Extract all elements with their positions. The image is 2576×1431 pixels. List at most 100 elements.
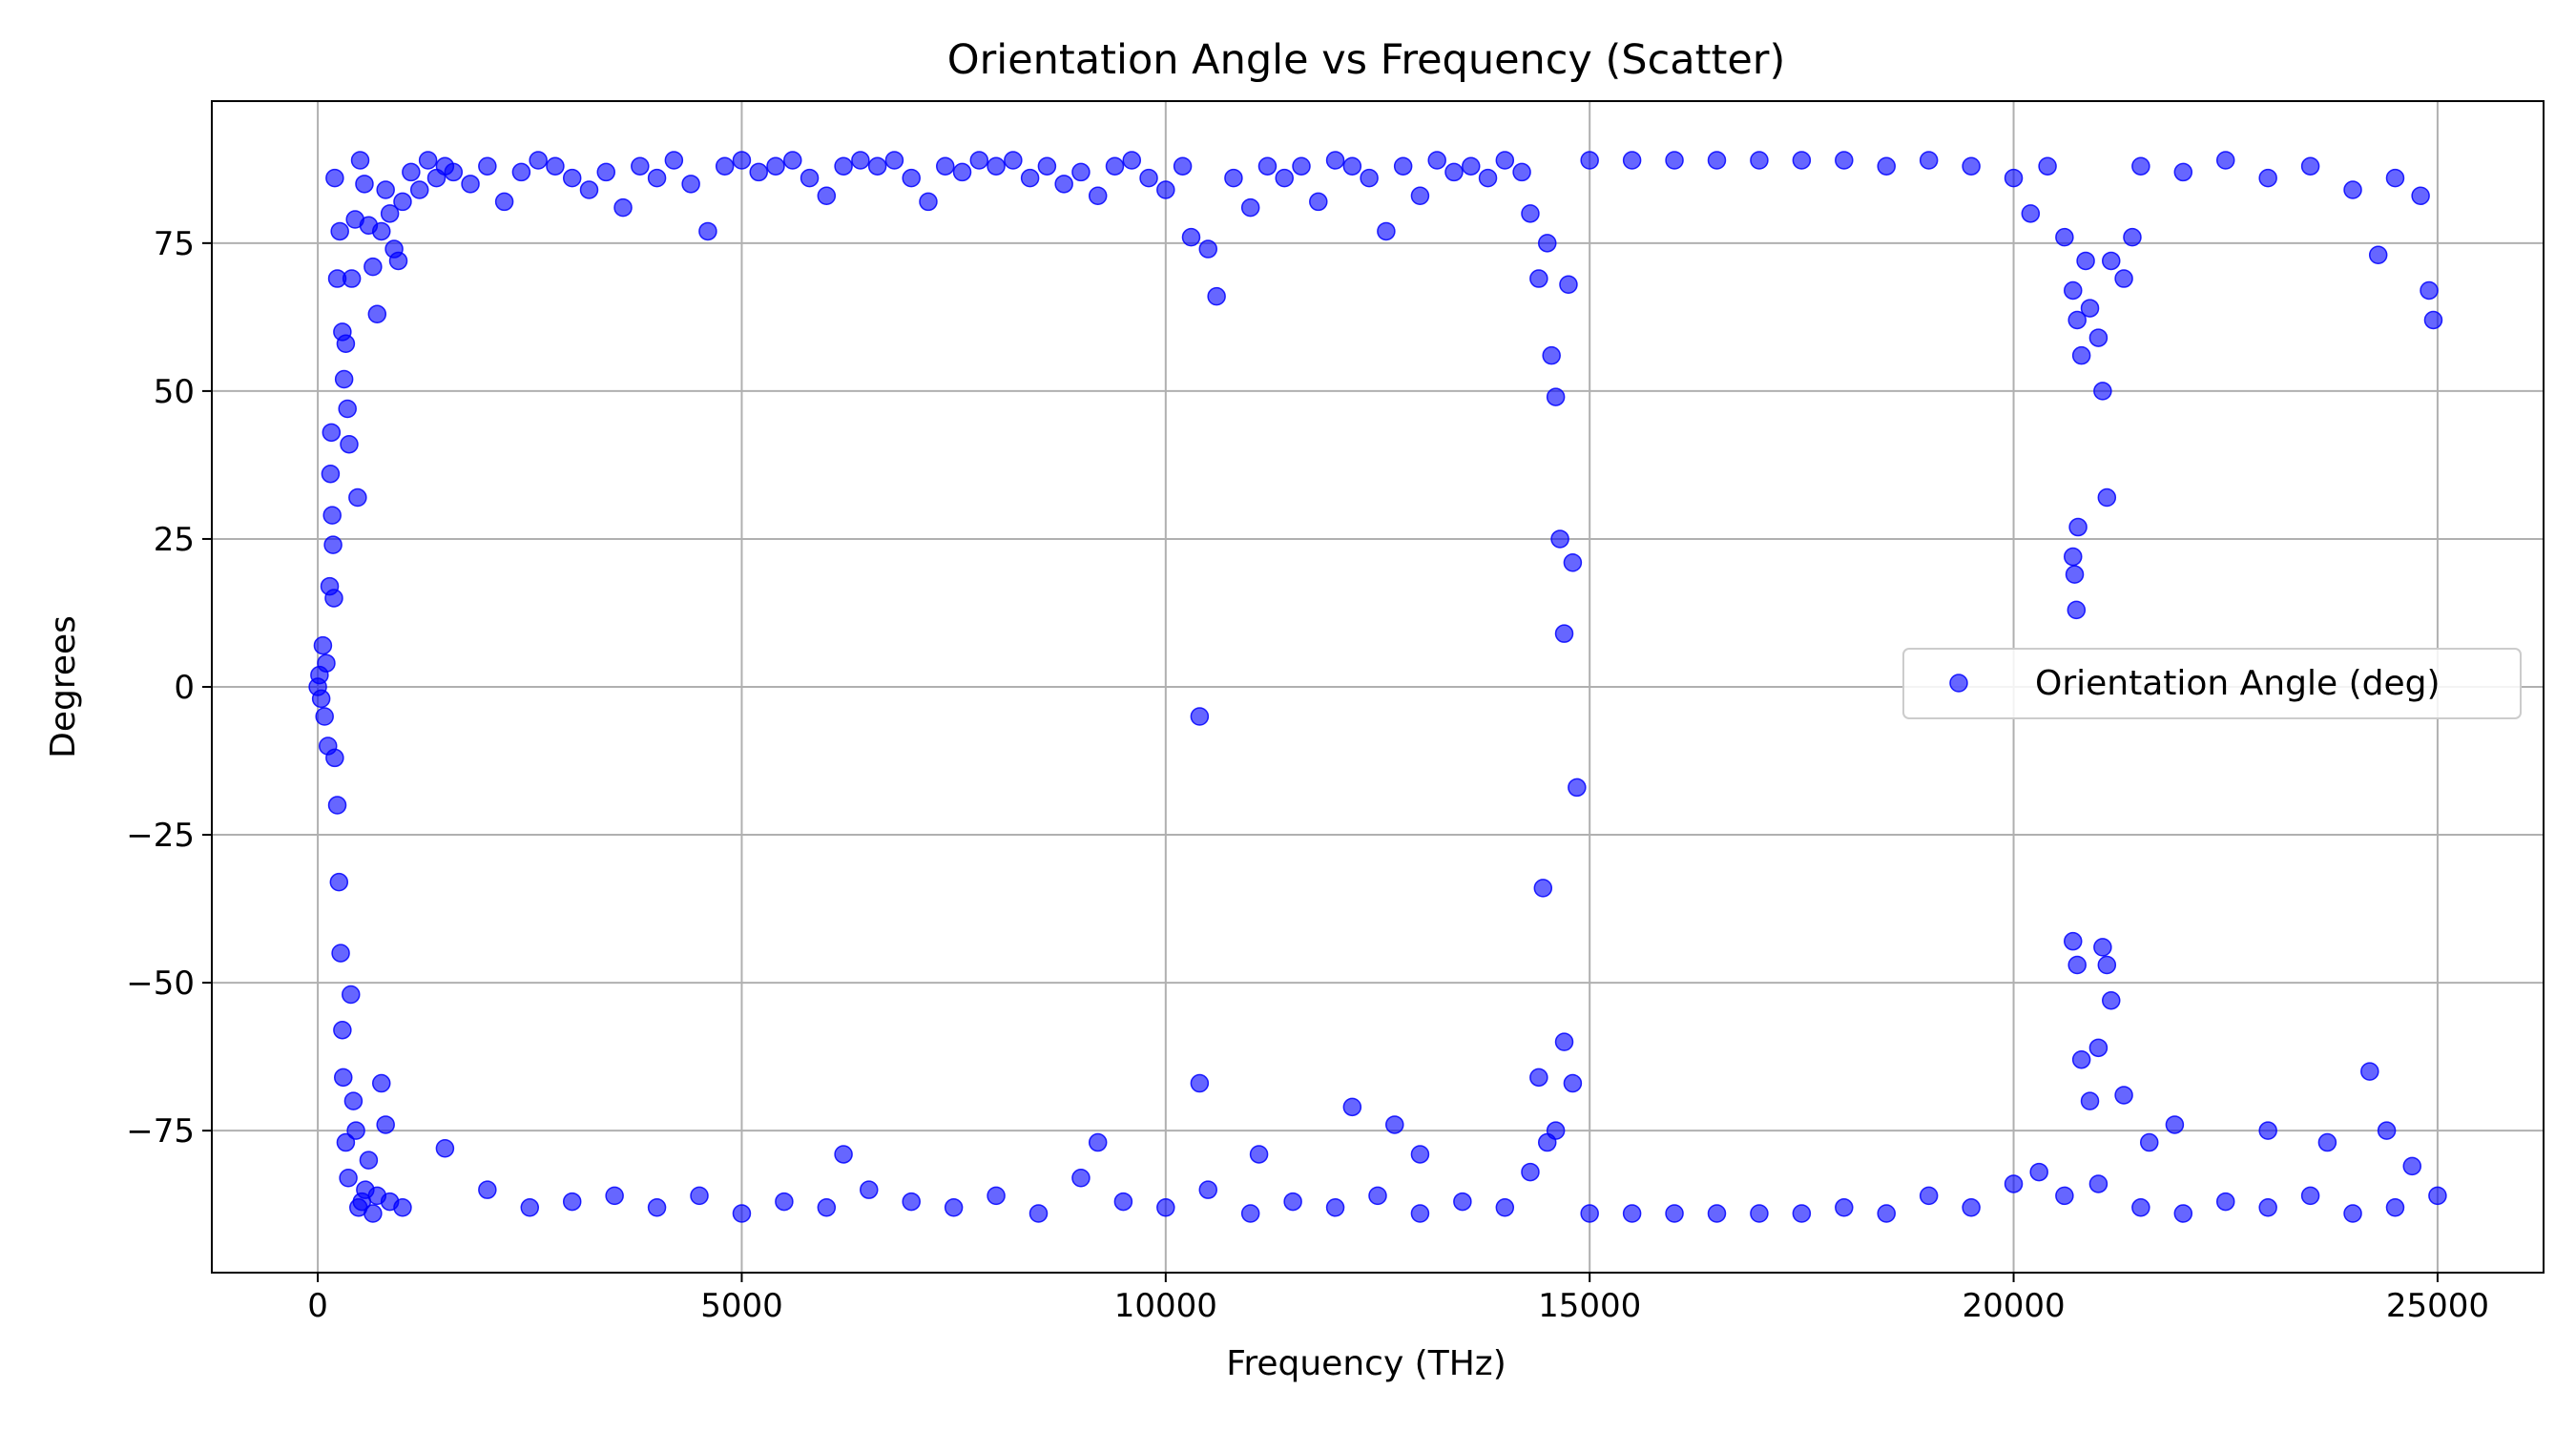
data-point — [2101, 990, 2121, 1010]
data-point — [2088, 1038, 2109, 1058]
data-point — [817, 186, 837, 205]
data-point — [371, 221, 391, 241]
data-point — [2123, 227, 2142, 247]
x-axis-label: Frequency (THz) — [1226, 1344, 1506, 1383]
data-point — [380, 204, 400, 223]
data-point — [2064, 280, 2083, 301]
data-point — [860, 1180, 879, 1199]
x-tick-label: 15000 — [1538, 1287, 1641, 1325]
data-point — [1156, 180, 1175, 199]
data-point — [2215, 151, 2235, 170]
data-point — [2088, 1174, 2109, 1193]
x-axis-ticks: 0 5000 10000 15000 20000 25000 — [307, 1273, 2489, 1325]
data-point — [520, 1198, 540, 1217]
data-point — [435, 1139, 455, 1158]
data-point — [511, 162, 531, 182]
data-point — [350, 151, 370, 170]
data-point — [1665, 1204, 1684, 1223]
data-point — [2097, 955, 2117, 975]
data-point — [334, 1068, 353, 1088]
data-point — [313, 635, 333, 655]
data-point — [1410, 1145, 1430, 1164]
data-point — [478, 1180, 497, 1199]
y-tick-label: 50 — [154, 373, 195, 411]
data-point — [1342, 1097, 1362, 1117]
data-point — [1122, 151, 1142, 170]
data-point — [2076, 251, 2095, 271]
data-point — [596, 162, 616, 182]
data-point — [1198, 239, 1218, 259]
data-point — [388, 251, 408, 271]
data-point — [376, 180, 395, 199]
data-point — [2021, 204, 2041, 223]
data-point — [1453, 1192, 1472, 1212]
data-point — [2080, 299, 2100, 318]
data-point — [1919, 151, 1939, 170]
data-point — [902, 168, 921, 188]
x-tick-label: 20000 — [1962, 1287, 2065, 1325]
data-point — [1521, 204, 1540, 223]
y-tick-label: −75 — [126, 1112, 195, 1151]
data-point — [919, 192, 938, 212]
data-point — [851, 151, 870, 170]
data-point — [1707, 1204, 1727, 1223]
data-point — [1580, 151, 1599, 170]
data-point — [952, 162, 972, 182]
data-point — [2064, 931, 2083, 951]
data-point — [1292, 156, 1311, 176]
data-point — [2004, 168, 2024, 188]
data-point — [732, 1204, 752, 1223]
data-point — [2101, 251, 2121, 271]
data-point — [330, 221, 349, 241]
data-point — [1325, 1198, 1345, 1217]
data-point — [329, 872, 349, 892]
data-point — [546, 156, 565, 176]
data-point — [2029, 1162, 2048, 1182]
data-point — [1478, 168, 1498, 188]
y-tick-label: −50 — [126, 964, 195, 1003]
data-point — [478, 156, 497, 176]
data-point — [1190, 707, 1210, 726]
data-point — [2097, 487, 2117, 508]
data-point — [336, 1132, 356, 1152]
data-point — [1962, 1198, 1981, 1217]
data-point — [1622, 1204, 1642, 1223]
y-tick-label: 0 — [174, 669, 195, 707]
data-point — [1240, 1204, 1260, 1223]
data-point — [1546, 387, 1566, 406]
data-point — [1113, 1192, 1133, 1212]
data-point — [1325, 151, 1345, 170]
data-point — [1088, 186, 1108, 205]
data-point — [2258, 168, 2277, 188]
data-point — [1554, 1032, 1574, 1051]
data-point — [987, 156, 1006, 176]
data-point — [1088, 1132, 1108, 1152]
data-point — [393, 1198, 412, 1217]
data-point — [2215, 1192, 2235, 1212]
data-point — [1173, 156, 1193, 176]
data-point — [783, 151, 802, 170]
data-point — [2065, 565, 2085, 584]
data-point — [1665, 151, 1684, 170]
data-point — [2055, 227, 2074, 247]
data-point — [2093, 938, 2112, 957]
data-point — [2360, 1062, 2379, 1081]
data-point — [325, 168, 344, 188]
data-point — [1495, 1198, 1515, 1217]
data-point — [834, 156, 853, 176]
data-point — [2300, 1186, 2320, 1206]
data-point — [364, 257, 383, 277]
data-point — [2428, 1186, 2447, 1206]
data-point — [562, 1192, 582, 1212]
data-point — [1537, 234, 1557, 253]
data-point — [494, 192, 514, 212]
data-point — [1792, 151, 1812, 170]
data-point — [317, 653, 336, 673]
legend-marker — [1949, 674, 1968, 693]
data-point — [1622, 151, 1642, 170]
data-point — [2071, 1049, 2091, 1069]
data-point — [2317, 1132, 2337, 1152]
data-point — [1835, 151, 1854, 170]
data-point — [2173, 1204, 2193, 1223]
